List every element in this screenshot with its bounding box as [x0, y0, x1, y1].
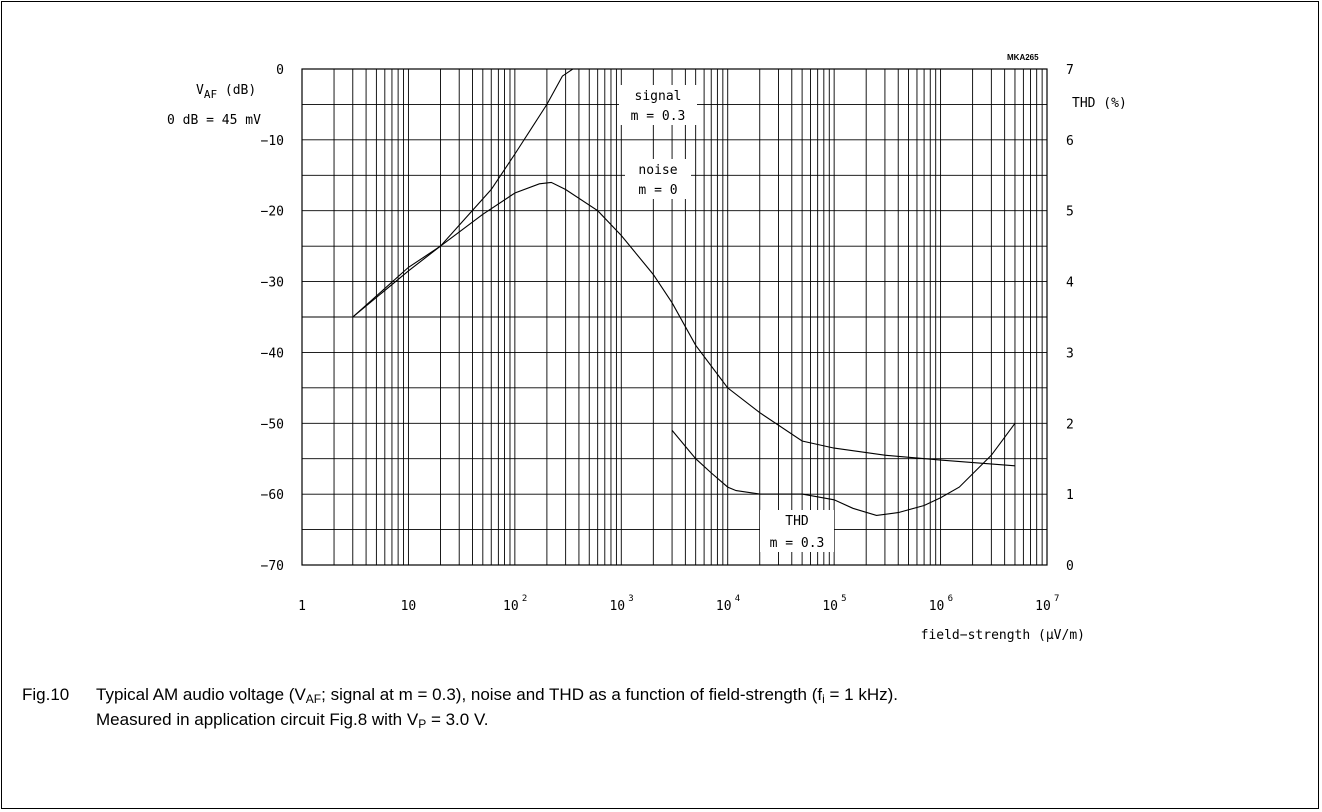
y-right-tick-label: 3	[1066, 346, 1074, 361]
x-tick-label: 10	[1035, 599, 1051, 614]
chart-series-labels: signal m = 0.3 noise m = 0 THD m = 0.3	[619, 85, 834, 552]
chart-curves	[352, 68, 1016, 516]
series-label-background	[619, 85, 697, 125]
chart-axis-titles: VAF (dB) 0 dB = 45 mV THD (%) field−strengt…	[167, 53, 1127, 643]
caption-line-1: Fig.10 Typical AM audio voltage (VAF; sig…	[22, 682, 1312, 707]
y-left-tick-label: −50	[261, 417, 284, 432]
series-label-noise: m = 0	[638, 183, 677, 198]
x-tick-label: 10	[401, 599, 417, 614]
caption-subscript: i	[822, 692, 825, 706]
y-right-tick-label: 2	[1066, 417, 1074, 432]
series-label-background	[760, 510, 834, 552]
series-label-signal: signal	[635, 89, 682, 104]
y-right-tick-label: 6	[1066, 134, 1074, 149]
figure-code: MKA265	[1007, 53, 1039, 62]
caption-subscript: AF	[305, 692, 322, 706]
y-right-tick-label: 1	[1066, 488, 1074, 503]
x-tick-label: 10	[716, 599, 732, 614]
y-left-axis-note: 0 dB = 45 mV	[167, 113, 261, 128]
y-left-tick-label: −60	[261, 488, 284, 503]
figure-caption: Fig.10 Typical AM audio voltage (VAF; sig…	[22, 682, 1312, 732]
caption-line-2: Measured in application circuit Fig.8 wi…	[22, 707, 1312, 732]
caption-figure-number: Fig.10	[22, 685, 70, 704]
series-line-thd	[671, 422, 1016, 516]
x-tick-label: 10	[503, 599, 519, 614]
caption-subscript: P	[418, 717, 427, 731]
x-tick-exponent: 4	[735, 594, 740, 604]
y-left-tick-label: −40	[261, 346, 284, 361]
y-left-tick-label: −70	[261, 559, 284, 574]
x-tick-exponent: 5	[841, 594, 846, 604]
chart-grid	[301, 68, 1048, 566]
y-left-tick-label: −10	[261, 134, 284, 149]
x-tick-label: 10	[822, 599, 838, 614]
y-left-tick-label: −20	[261, 205, 284, 220]
y-right-tick-label: 4	[1066, 276, 1074, 291]
x-axis-title: field−strength (µV/m)	[921, 628, 1085, 643]
x-tick-exponent: 3	[628, 594, 633, 604]
caption-text: Measured in application circuit Fig.8 wi…	[96, 710, 419, 729]
series-line-noise	[352, 181, 1016, 467]
y-left-axis-title: VAF (dB)	[196, 83, 256, 101]
y-right-tick-label: 7	[1066, 63, 1074, 78]
series-label-noise: noise	[638, 163, 677, 178]
x-tick-label: 1	[298, 599, 306, 614]
series-label-thd: m = 0.3	[770, 536, 825, 551]
x-tick-exponent: 7	[1054, 594, 1059, 604]
series-label-thd: THD	[785, 514, 809, 529]
y-left-tick-label: −30	[261, 276, 284, 291]
y-right-axis-title: THD (%)	[1072, 96, 1127, 111]
caption-text: = 3.0 V.	[426, 710, 489, 729]
series-label-signal: m = 0.3	[631, 109, 686, 124]
x-tick-exponent: 6	[948, 594, 953, 604]
y-right-tick-label: 0	[1066, 559, 1074, 574]
series-label-background	[625, 159, 691, 199]
y-right-tick-label: 5	[1066, 205, 1074, 220]
x-tick-exponent: 2	[522, 594, 527, 604]
y-left-tick-label: 0	[276, 63, 284, 78]
x-tick-label: 10	[929, 599, 945, 614]
caption-text: Typical AM audio voltage (V	[96, 685, 306, 704]
x-tick-label: 10	[609, 599, 625, 614]
caption-text: ; signal at m = 0.3), noise and THD as a…	[321, 685, 823, 704]
caption-text: = 1 kHz).	[824, 685, 898, 704]
